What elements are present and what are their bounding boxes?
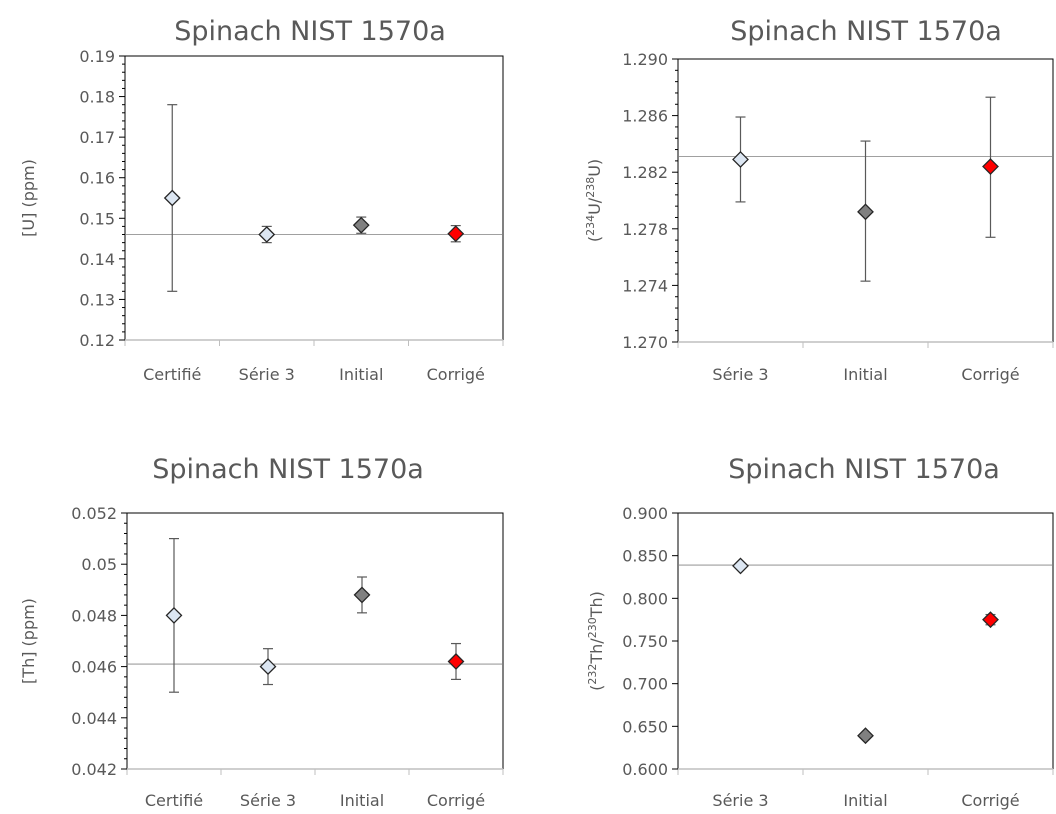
data-point-marker — [259, 658, 277, 676]
y-tick-label: 0.046 — [71, 658, 117, 677]
data-point-marker — [857, 727, 874, 745]
data-point-marker — [857, 203, 874, 221]
plot-area — [124, 55, 504, 341]
y-tick-label: 1.274 — [622, 276, 668, 295]
y-tick-label: 0.17 — [79, 128, 115, 147]
y-tick-label: 0.044 — [71, 709, 117, 728]
y-tick-label: 0.750 — [622, 632, 668, 651]
y-tick-label: 1.278 — [622, 220, 668, 239]
chart-title: Spinach NIST 1570a — [728, 454, 1000, 485]
x-category-label: Série 3 — [240, 791, 296, 810]
data-point-marker — [447, 225, 465, 243]
x-category-label: Initial — [340, 791, 384, 810]
y-tick-label: 0.600 — [622, 760, 668, 779]
y-tick-label: 0.048 — [71, 606, 117, 625]
data-point-marker — [163, 189, 181, 207]
y-tick-label: 0.850 — [622, 547, 668, 566]
y-tick-label: 0.800 — [622, 589, 668, 608]
y-tick-label: 1.290 — [622, 50, 668, 69]
x-category-label: Certifié — [143, 365, 201, 384]
y-axis-label: (232Th/230Th) — [586, 591, 607, 691]
y-tick-label: 0.052 — [71, 504, 117, 523]
x-category-label: Certifié — [145, 791, 203, 810]
chart-3: Spinach NIST 1570a 0.042 0.044 0.046 0.048 0.… — [19, 454, 504, 810]
x-category-label: Corrigé — [427, 365, 485, 384]
x-category-label: Initial — [339, 365, 383, 384]
y-tick-label: 0.13 — [79, 290, 115, 309]
y-tick-label: 0.900 — [622, 504, 668, 523]
y-tick-label: 0.05 — [81, 555, 117, 574]
chart-title: Spinach NIST 1570a — [152, 454, 424, 485]
chart-title: Spinach NIST 1570a — [730, 16, 1002, 47]
x-category-label: Initial — [843, 365, 887, 384]
data-point-marker — [352, 216, 370, 234]
data-point-marker — [447, 653, 465, 670]
y-axis-label: [U] (ppm) — [19, 159, 38, 237]
y-tick-label: 0.15 — [79, 209, 115, 228]
x-category-label: Série 3 — [712, 791, 768, 810]
y-axis-label: [Th] (ppm) — [19, 598, 38, 684]
y-tick-label: 0.14 — [79, 250, 115, 269]
x-category-label: Corrigé — [961, 791, 1019, 810]
data-point-marker — [353, 586, 371, 604]
y-tick-label: 0.18 — [79, 88, 115, 107]
x-category-label: Initial — [843, 791, 887, 810]
plot-area — [126, 512, 504, 770]
chart-2: Spinach NIST 1570a 1.270 1.274 1.278 1.282 1.… — [584, 16, 1054, 384]
y-tick-label: 0.16 — [79, 169, 115, 188]
y-tick-label: 0.19 — [79, 47, 115, 66]
y-tick-label: 0.700 — [622, 675, 668, 694]
chart-1: Spinach NIST 1570a 0.12 0.13 0.14 0.15 0.16 0.… — [19, 16, 504, 384]
chart-4: Spinach NIST 1570a 0.600 0.650 0.700 0.750 0.… — [586, 454, 1054, 810]
y-tick-label: 1.286 — [622, 107, 668, 126]
x-category-label: Corrigé — [427, 791, 485, 810]
data-point-marker — [982, 611, 999, 629]
y-tick-label: 0.12 — [79, 331, 115, 350]
data-point-marker — [165, 606, 183, 624]
chart-title: Spinach NIST 1570a — [174, 16, 446, 47]
x-category-label: Série 3 — [712, 365, 768, 384]
y-tick-label: 1.282 — [622, 163, 668, 182]
x-category-label: Corrigé — [961, 365, 1019, 384]
data-point-marker — [258, 226, 276, 243]
data-point-marker — [732, 151, 749, 168]
x-category-label: Série 3 — [239, 365, 295, 384]
y-tick-label: 0.650 — [622, 717, 668, 736]
y-tick-label: 1.270 — [622, 333, 668, 352]
data-point-marker — [982, 158, 999, 175]
y-axis-label: (234U/238U) — [584, 159, 605, 242]
y-tick-label: 0.042 — [71, 760, 117, 779]
data-point-marker — [732, 557, 749, 575]
